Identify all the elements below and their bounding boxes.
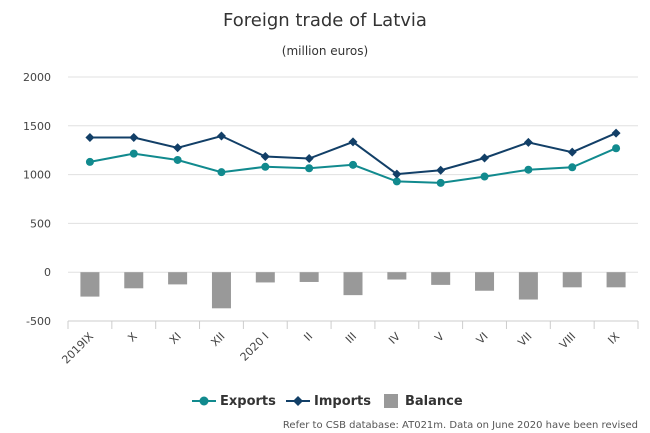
legend-imports-marker-icon [293, 396, 303, 406]
exports-point[interactable] [173, 155, 182, 164]
imports-point[interactable] [260, 152, 270, 162]
legend-exports-marker-icon [199, 396, 209, 406]
x-tick-label: II [301, 330, 315, 344]
y-tick-label: -500 [26, 315, 51, 328]
legend-imports-label: Imports [314, 394, 371, 409]
legend-item-exports[interactable]: Exports [192, 394, 276, 409]
x-tick-label: IX [605, 330, 622, 347]
balance-bar[interactable] [387, 272, 407, 280]
x-tick-label: X [125, 330, 140, 345]
y-tick-label: 1000 [23, 169, 51, 182]
imports-point[interactable] [348, 137, 358, 147]
chart-subtitle: (million euros) [282, 44, 368, 58]
exports-point[interactable] [349, 160, 357, 169]
y-tick-label: 2000 [23, 71, 51, 84]
legend: Exports Imports Balance [192, 394, 463, 409]
legend-item-balance[interactable]: Balance [384, 394, 463, 409]
legend-balance-label: Balance [405, 394, 463, 409]
balance-bar[interactable] [211, 272, 231, 309]
imports-point[interactable] [392, 169, 402, 179]
x-axis: 2019IX X XI XII 2020 I II III IV V VI VII VIII IX [59, 320, 639, 367]
balance-bar[interactable] [562, 272, 582, 288]
x-tick-label: V [432, 330, 447, 345]
imports-point[interactable] [611, 128, 621, 138]
y-axis-ticks: 2000 1500 1000 500 0 -500 [23, 71, 51, 328]
balance-bar[interactable] [124, 272, 144, 289]
x-tick-label: IV [386, 330, 403, 347]
exports-point[interactable] [612, 144, 621, 153]
balance-bar[interactable] [518, 272, 538, 300]
x-tick-label: III [343, 330, 359, 346]
chart-title: Foreign trade of Latvia [223, 10, 427, 31]
y-tick-label: 500 [30, 217, 51, 230]
imports-point[interactable] [480, 153, 490, 163]
y-tick-label: 1500 [23, 120, 51, 133]
legend-exports-label: Exports [220, 394, 276, 409]
x-tick-label: VII [515, 330, 534, 349]
imports-point[interactable] [567, 147, 577, 157]
exports-point[interactable] [217, 168, 226, 177]
x-tick-label: 2020 I [238, 330, 272, 364]
y-tick-label: 0 [44, 266, 51, 279]
legend-item-imports[interactable]: Imports [286, 394, 371, 409]
imports-point[interactable] [85, 133, 95, 143]
balance-bar[interactable] [475, 272, 495, 291]
series-lines [85, 128, 621, 187]
balance-bar[interactable] [80, 272, 100, 297]
legend-balance-swatch-icon [384, 394, 398, 408]
exports-point[interactable] [568, 163, 577, 172]
x-tick-label: XII [208, 330, 227, 349]
imports-point[interactable] [216, 131, 226, 141]
balance-bars [80, 272, 626, 309]
exports-point[interactable] [85, 157, 94, 166]
x-tick-label: VIII [557, 330, 578, 351]
balance-bar[interactable] [431, 272, 451, 285]
exports-point[interactable] [129, 149, 138, 158]
balance-bar[interactable] [168, 272, 188, 285]
x-tick-label: VI [474, 330, 491, 347]
exports-point[interactable] [305, 164, 314, 173]
exports-point[interactable] [392, 177, 401, 186]
imports-point[interactable] [523, 137, 533, 147]
imports-point[interactable] [129, 133, 139, 143]
exports-point[interactable] [261, 162, 270, 171]
imports-point[interactable] [304, 153, 314, 163]
imports-point[interactable] [173, 143, 183, 153]
chart-footnote: Refer to CSB database: AT021m. Data on J… [283, 420, 638, 431]
imports-point[interactable] [436, 165, 446, 175]
exports-point[interactable] [436, 178, 445, 187]
balance-bar[interactable] [343, 272, 363, 296]
exports-point[interactable] [480, 172, 489, 181]
x-tick-label: 2019IX [59, 330, 96, 367]
x-tick-label: XI [167, 330, 184, 347]
balance-bar[interactable] [255, 272, 275, 283]
balance-bar[interactable] [299, 272, 319, 282]
balance-bar[interactable] [606, 272, 626, 288]
exports-point[interactable] [524, 165, 533, 174]
